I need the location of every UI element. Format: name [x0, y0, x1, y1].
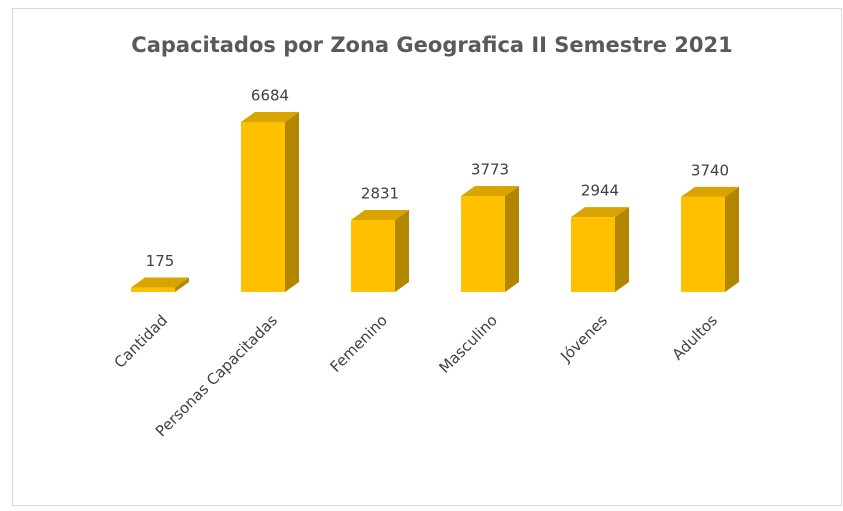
bar	[571, 217, 615, 292]
bar-3d	[571, 207, 629, 292]
bar-side	[395, 209, 409, 292]
bar-side	[285, 112, 299, 292]
bar-top	[241, 112, 299, 122]
bar-top	[681, 186, 739, 197]
bar	[241, 122, 285, 292]
bar-3d	[131, 277, 189, 292]
bar-top	[571, 207, 629, 218]
bar-3d	[351, 209, 409, 292]
bar	[131, 287, 175, 292]
value-label: 3740	[691, 161, 729, 179]
value-label: 175	[146, 252, 175, 270]
value-label: 3773	[471, 161, 509, 179]
chart-title: Capacitados por Zona Geografica II Semes…	[131, 33, 732, 57]
bar	[461, 196, 505, 292]
bar	[681, 196, 725, 292]
value-label: 2831	[361, 184, 399, 202]
bar	[351, 219, 395, 292]
value-label: 6684	[251, 87, 289, 105]
value-label: 2944	[581, 182, 619, 200]
bar-top	[131, 277, 189, 288]
bar-top	[351, 209, 409, 220]
bar-3d	[241, 112, 299, 292]
bar-side	[725, 186, 739, 292]
bar-3d	[461, 186, 519, 292]
bar-side	[175, 277, 189, 292]
bar-3d	[681, 186, 739, 292]
bar-side	[505, 186, 519, 292]
bar-side	[615, 207, 629, 292]
bar-top	[461, 186, 519, 197]
